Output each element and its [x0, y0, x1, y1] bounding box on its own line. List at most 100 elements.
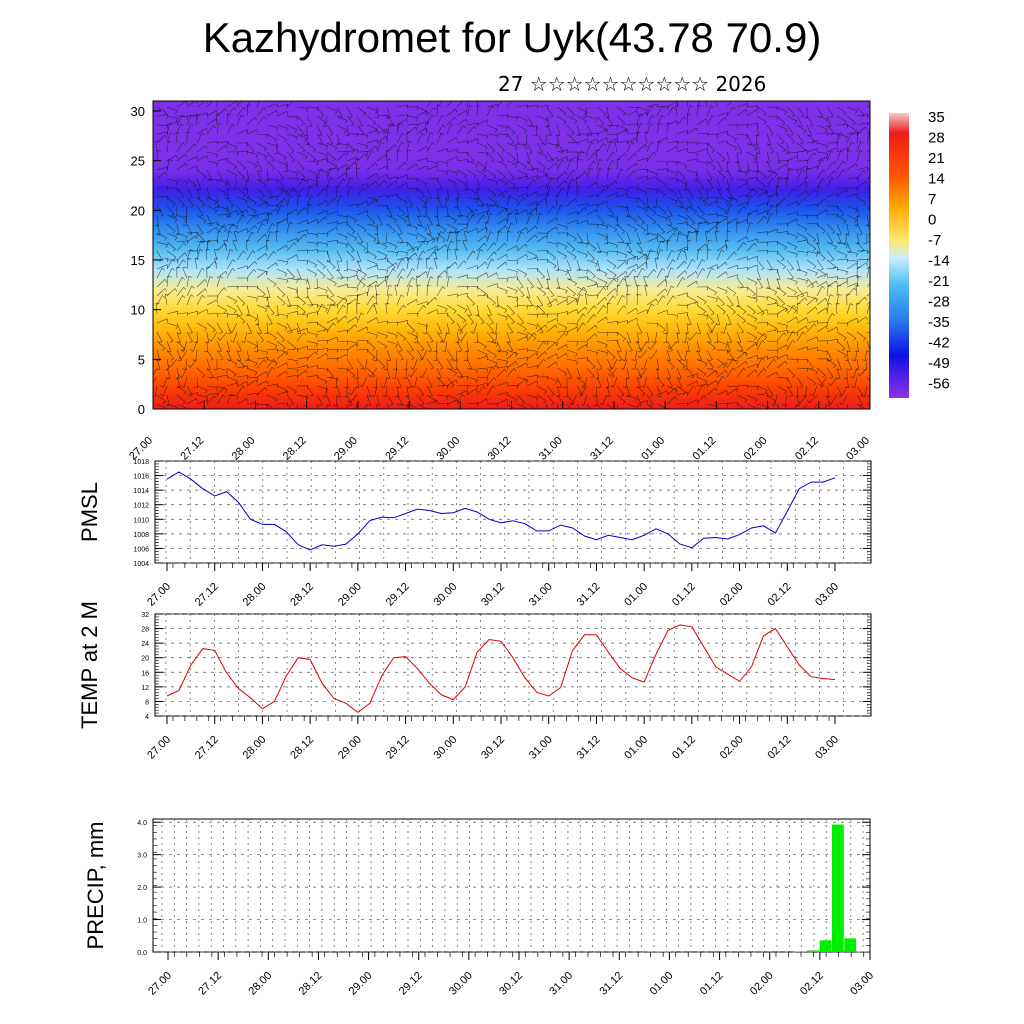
- wind-barb: [836, 403, 840, 409]
- wind-barb: [206, 222, 218, 225]
- wind-barb: [586, 241, 597, 249]
- wind-barb-flag: [344, 300, 348, 304]
- wind-barb: [726, 133, 737, 140]
- wind-barb-flag: [364, 252, 369, 254]
- wind-barb-flag: [708, 248, 712, 251]
- wind-barb: [256, 212, 268, 216]
- wind-barb: [516, 169, 528, 175]
- wind-barb: [516, 133, 519, 145]
- wind-barb: [696, 205, 705, 214]
- wind-barb-flag: [369, 285, 373, 288]
- wind-barb: [486, 322, 494, 332]
- wind-barb: [806, 188, 815, 198]
- wind-barb: [246, 129, 258, 135]
- wind-barb-flag: [793, 188, 797, 192]
- wind-barb-flag: [663, 333, 668, 335]
- wind-barb-flag: [186, 101, 188, 105]
- wind-barb: [856, 385, 864, 396]
- wind-barb: [836, 169, 843, 180]
- wind-barb: [726, 349, 734, 359]
- wind-barb-flag: [322, 125, 326, 128]
- wind-barb-flag: [362, 187, 366, 191]
- wind-barb: [476, 294, 488, 297]
- colorbar-label: 21: [928, 150, 945, 167]
- panel-frame: [154, 460, 872, 564]
- wind-barb-flag: [242, 250, 246, 254]
- wind-barb: [466, 295, 475, 305]
- wind-barb-flag: [246, 129, 248, 134]
- wind-barb: [536, 259, 549, 261]
- wind-barb: [416, 258, 420, 270]
- wind-barb-flag: [626, 243, 629, 248]
- wind-barb-flag: [668, 386, 673, 388]
- wind-barb: [456, 140, 468, 144]
- wind-barb: [436, 276, 439, 288]
- wind-barb: [206, 110, 217, 117]
- wind-barb: [716, 140, 728, 144]
- wind-barb-flag: [764, 389, 768, 394]
- wind-barb-flag: [214, 201, 218, 205]
- wind-barb-flag: [578, 414, 581, 415]
- wind-barb: [726, 388, 737, 396]
- wind-barb: [636, 241, 644, 252]
- wind-barb-flag: [484, 354, 488, 358]
- wind-barb: [456, 159, 468, 162]
- wind-barb: [366, 275, 378, 279]
- wind-barb-flag: [496, 135, 499, 139]
- wind-barb-flag: [379, 224, 383, 226]
- wind-barb-flag: [389, 403, 394, 406]
- wind-barb-flag: [236, 226, 239, 230]
- wind-barb: [546, 217, 557, 225]
- wind-barb-flag: [417, 284, 422, 287]
- wind-barb-flag: [325, 290, 328, 294]
- wind-barb: [812, 385, 818, 397]
- wind-barb: [786, 155, 798, 162]
- wind-barb-flag: [183, 215, 187, 218]
- wind-barb-flag: [203, 351, 208, 353]
- wind-barb-flag: [573, 238, 577, 242]
- wind-barb-flag: [595, 263, 598, 268]
- wind-barb: [316, 340, 329, 342]
- wind-barb: [316, 169, 328, 173]
- wind-barb: [396, 349, 404, 360]
- wind-barb: [836, 385, 843, 396]
- wind-barb-flag: [843, 121, 847, 125]
- wind-barb: [416, 178, 427, 185]
- wind-barb-flag: [491, 105, 495, 109]
- wind-barb: [156, 131, 168, 135]
- wind-barb-flag: [167, 196, 169, 201]
- wind-barb-flag: [434, 297, 437, 301]
- wind-barb: [786, 218, 797, 225]
- wind-barb: [176, 312, 188, 315]
- wind-barb-flag: [579, 395, 583, 397]
- wind-barb: [820, 376, 828, 387]
- wind-barb-flag: [256, 215, 259, 219]
- wind-barb-flag: [760, 313, 765, 316]
- wind-barb-flag: [304, 234, 307, 238]
- wind-barb: [786, 211, 798, 216]
- wind-barb: [356, 291, 368, 297]
- colorbar-scale: [889, 113, 909, 398]
- wind-barb: [616, 340, 622, 352]
- wind-barb: [296, 229, 308, 234]
- wind-barb-flag: [445, 244, 448, 248]
- wind-barb: [176, 376, 181, 388]
- wind-barb-flag: [196, 398, 198, 402]
- wind-barb: [854, 376, 858, 388]
- wind-barb-flag: [687, 337, 691, 341]
- wind-barb: [856, 205, 860, 217]
- wind-barb-flag: [693, 180, 698, 182]
- wind-barb-flag: [303, 332, 307, 336]
- wind-barb-flag: [376, 317, 378, 322]
- wind-barb-flag: [550, 177, 555, 181]
- wind-barb-flag: [586, 243, 589, 248]
- wind-barb-flag: [351, 150, 355, 153]
- wind-barb: [326, 168, 331, 180]
- wind-barb-flag: [829, 115, 834, 118]
- wind-barb-flag: [645, 209, 648, 213]
- wind-barb: [706, 225, 716, 234]
- wind-barb: [376, 136, 386, 144]
- wind-barb-flag: [293, 391, 297, 395]
- wind-barb: [346, 241, 355, 251]
- wind-barb-flag: [865, 262, 868, 267]
